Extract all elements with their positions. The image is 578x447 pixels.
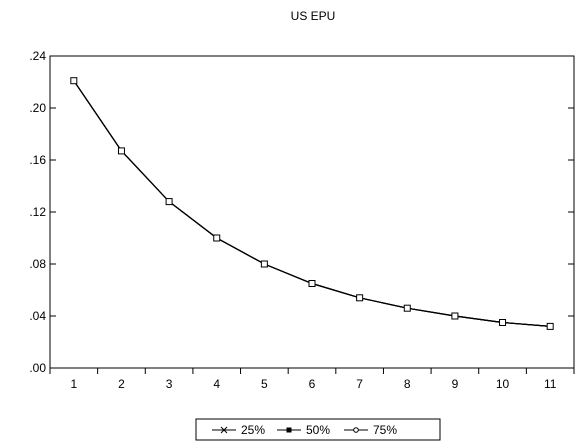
x-tick-label: 11 — [544, 377, 557, 391]
x-tick-label: 3 — [166, 377, 173, 391]
legend-label: 50% — [306, 423, 330, 437]
y-tick-label: .24 — [29, 49, 46, 63]
legend-label: 25% — [241, 423, 265, 437]
series-line-50% — [73, 80, 551, 327]
legend-marker — [353, 427, 359, 433]
data-point-outline — [356, 294, 364, 302]
y-tick-label: .08 — [29, 257, 46, 271]
data-point-outline — [213, 234, 221, 242]
x-tick-label: 10 — [496, 377, 510, 391]
legend: 25% 50% 75% — [195, 418, 441, 441]
data-point-outline — [546, 322, 554, 330]
x-tick-label: 6 — [309, 377, 316, 391]
y-tick-label: .16 — [29, 153, 46, 167]
x-axis: 1 2 3 4 5 6 7 8 9 10 11 — [49, 368, 575, 391]
chart-title: US EPU — [291, 9, 336, 23]
data-point-outline — [308, 280, 316, 287]
x-tick-label: 8 — [404, 377, 411, 391]
legend-marker — [220, 426, 228, 434]
x-tick-label: 2 — [118, 377, 125, 391]
y-tick-label: .20 — [29, 101, 46, 115]
y-tick-label: .04 — [29, 309, 46, 323]
series-line-25% — [73, 80, 551, 327]
x-tick-label: 4 — [213, 377, 220, 391]
y-tick-label: .12 — [29, 205, 46, 219]
data-point-outline — [499, 319, 507, 326]
data-point-outline — [70, 77, 78, 85]
data-point-outline — [403, 304, 411, 312]
y-tick-label: .00 — [29, 361, 46, 375]
legend-box — [195, 418, 441, 441]
legend-marker — [286, 427, 292, 433]
data-point-outline — [117, 147, 125, 155]
data-point-outline — [451, 312, 459, 320]
x-tick-label: 1 — [70, 377, 77, 391]
data-point-outline — [165, 198, 173, 206]
x-tick-label: 9 — [452, 377, 459, 391]
series-layer — [70, 77, 554, 330]
y-axis: .00 .04 .08 .12 .16 .20 .24 — [29, 49, 574, 375]
legend-label: 75% — [373, 423, 397, 437]
x-tick-label: 7 — [356, 377, 363, 391]
x-tick-label: 5 — [261, 377, 268, 391]
series-line-75% — [73, 80, 551, 327]
data-point-outline — [260, 260, 268, 268]
